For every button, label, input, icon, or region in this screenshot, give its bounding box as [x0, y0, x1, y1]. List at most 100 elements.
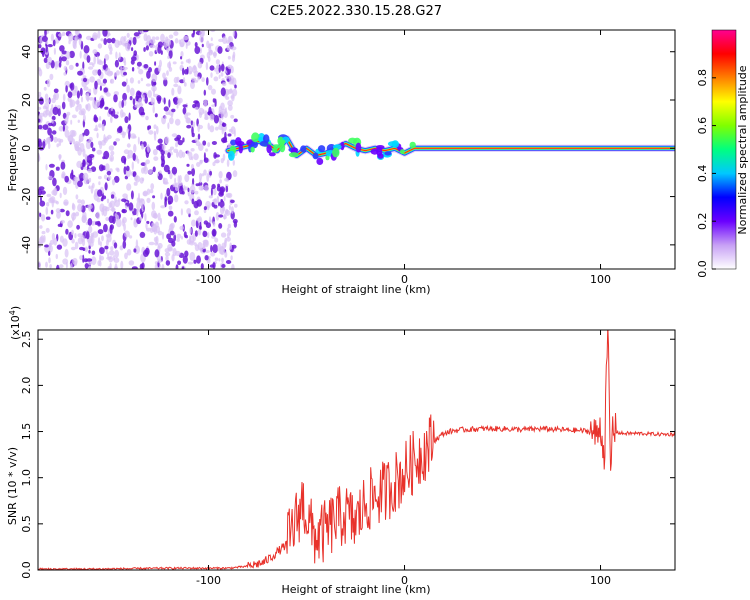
spectrogram-signal-blob: [332, 147, 340, 158]
spectrogram-noise-speckle: [71, 238, 75, 244]
spectrogram-noise-speckle: [227, 133, 232, 137]
spectrogram-noise-speckle: [130, 190, 134, 200]
snr-frame: [37, 329, 676, 571]
spectrogram-noise-speckle: [127, 154, 130, 160]
spectrogram-noise-speckle: [226, 44, 231, 51]
spectrogram-noise-speckle: [139, 231, 146, 238]
spectrogram-noise-speckle: [207, 232, 210, 238]
spectrogram-noise-speckle: [109, 250, 115, 256]
spectrogram-noise-speckle: [154, 61, 157, 66]
spectrogram-noise-speckle: [156, 173, 159, 177]
spectrogram-noise-speckle: [48, 250, 51, 256]
spectrogram-noise-speckle: [115, 138, 121, 142]
spectrogram-noise-speckle: [99, 241, 102, 247]
spectrogram-noise-speckle: [166, 187, 171, 197]
spectrogram-noise-speckle: [41, 230, 46, 235]
spectrogram-noise-speckle: [223, 213, 226, 220]
spectrogram-noise-speckle: [174, 118, 181, 126]
x-tick-label: 100: [590, 273, 611, 286]
spectrogram-noise-speckle: [218, 38, 224, 43]
spectrogram-noise-speckle: [166, 70, 169, 76]
spectrogram-noise-speckle: [214, 154, 220, 158]
spectrogram-noise-speckle: [104, 182, 108, 191]
spectrogram-noise-speckle: [140, 112, 146, 116]
spectrogram-noise-speckle: [180, 61, 184, 65]
spectrogram-noise-speckle: [52, 106, 59, 116]
spectrogram-noise-speckle: [67, 91, 73, 98]
spectrogram-signal-blob: [325, 155, 330, 161]
spectrogram-noise-speckle: [108, 202, 113, 209]
spectrogram-noise-speckle: [107, 266, 111, 269]
spectrogram-noise-speckle: [211, 88, 216, 95]
spectrogram-noise-speckle: [216, 195, 220, 204]
spectrogram-noise-speckle: [194, 242, 197, 247]
spectrogram-noise-speckle: [43, 57, 48, 63]
spectrogram-noise-speckle: [138, 68, 144, 75]
spectrogram-noise-speckle: [150, 183, 155, 190]
x-tick-label: 0: [401, 574, 408, 587]
spectrogram-noise-speckle: [220, 63, 225, 72]
spectrogram-noise-speckle: [222, 206, 226, 212]
spectrogram-noise-speckle: [93, 55, 96, 65]
spectrogram-noise-speckle: [64, 175, 69, 183]
spectrogram-noise-speckle: [177, 98, 181, 106]
spectrogram-noise-speckle: [145, 222, 148, 230]
spectrogram-signal-blob: [258, 136, 264, 142]
spectrogram-noise-speckle: [134, 104, 140, 108]
spectrogram-noise-speckle: [169, 117, 174, 125]
spectrogram-noise-speckle: [152, 149, 158, 156]
spectrogram-noise-speckle: [56, 264, 60, 269]
spectrogram-signal-blob: [409, 141, 416, 149]
spectrogram-noise-speckle: [58, 264, 64, 269]
spectrogram-noise-speckle: [215, 59, 220, 65]
spectrogram-signal-blob: [340, 141, 345, 151]
spectrogram-noise-speckle: [103, 134, 106, 143]
spectrogram-noise-speckle: [106, 38, 112, 44]
spectrogram-noise-speckle: [122, 66, 128, 70]
spectrogram-noise-speckle: [92, 99, 96, 109]
spectrogram-noise-speckle: [220, 87, 226, 97]
spectrogram-noise-speckle: [196, 199, 203, 207]
spectrogram-noise-speckle: [59, 208, 65, 213]
spectrogram-noise-speckle: [75, 62, 79, 67]
spectrogram-noise-speckle: [99, 85, 102, 91]
spectrogram-noise-speckle: [65, 60, 70, 66]
spectrogram-noise-speckle: [181, 266, 185, 269]
spectrogram-noise-speckle: [213, 160, 220, 164]
spectrogram-noise-speckle: [160, 205, 166, 209]
spectrogram-noise-speckle: [144, 213, 147, 222]
spectrogram-noise-speckle: [174, 137, 181, 142]
spectrogram-noise-speckle: [144, 161, 147, 168]
spectrogram-noise-speckle: [77, 119, 81, 124]
spectrogram-noise-speckle: [51, 130, 57, 135]
spectrogram-noise-speckle: [233, 118, 238, 123]
spectrogram-noise-speckle: [147, 90, 152, 98]
spectrogram-noise-speckle: [62, 93, 66, 102]
spectrogram-signal-blob: [238, 143, 243, 154]
spectrogram-noise-speckle: [139, 263, 144, 269]
spectrogram-signal-blob: [272, 144, 281, 149]
spectrogram-noise-speckle: [120, 260, 124, 269]
snr-series-line: [38, 330, 675, 570]
snr-x-axis-label: Height of straight line (km): [281, 583, 430, 596]
spectrogram-noise-speckle: [126, 249, 132, 256]
spectrogram-noise-speckle: [132, 152, 136, 161]
spectrogram-noise-speckle: [103, 174, 108, 180]
spectrogram-noise-speckle: [101, 165, 106, 171]
spectrogram-noise-speckle: [95, 211, 101, 220]
spectrogram-signal-blob: [235, 140, 245, 147]
spectrogram-noise-speckle: [121, 208, 126, 213]
spectrogram-noise-speckle: [184, 250, 189, 258]
spectrogram-noise-speckle: [205, 250, 210, 253]
spectrogram-noise-speckle: [187, 261, 194, 265]
spectrogram-signal-blob: [268, 152, 276, 157]
spectrogram-noise-speckle: [172, 61, 177, 65]
spectrogram-noise-speckle: [203, 99, 208, 108]
spectrogram-noise-speckle: [121, 198, 127, 202]
spectrogram-noise-speckle: [69, 263, 73, 269]
spectrogram-noise-speckle: [77, 180, 83, 188]
spectrogram-noise-speckle: [169, 230, 175, 236]
spectrogram-noise-speckle: [181, 236, 183, 240]
spectrogram-noise-speckle: [176, 104, 179, 109]
